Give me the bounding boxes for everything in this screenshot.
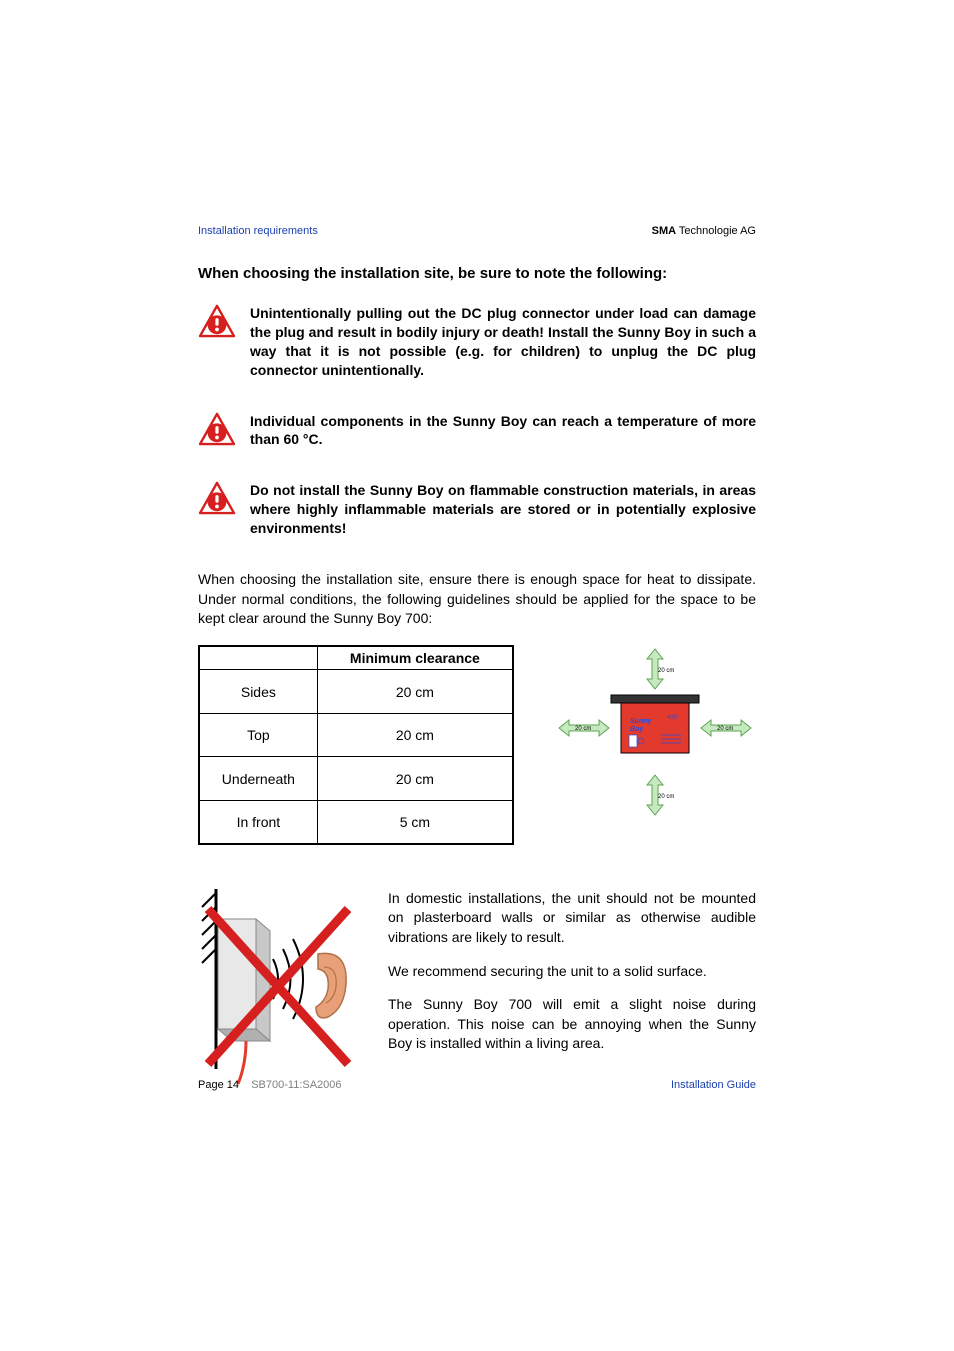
noise-paragraph: The Sunny Boy 700 will emit a slight noi… (388, 995, 756, 1054)
warning-icon (198, 481, 236, 515)
clearance-diagram: 20 cm Sunny Boy 400 20 cm (554, 645, 756, 845)
arrow-label-bottom: 20 cm (658, 794, 674, 800)
table-row: In front 5 cm (199, 800, 513, 844)
arrow-label-left: 20 cm (575, 726, 591, 732)
header-section-title: Installation requirements (198, 225, 318, 237)
doc-id: SB700-11:SA2006 (251, 1079, 341, 1091)
warning-block: Do not install the Sunny Boy on flammabl… (198, 481, 756, 538)
warning-block: Unintentionally pulling out the DC plug … (198, 304, 756, 380)
footer-right: Installation Guide (671, 1079, 756, 1091)
warning-block: Individual components in the Sunny Boy c… (198, 412, 756, 450)
noise-paragraph: We recommend securing the unit to a soli… (388, 962, 756, 982)
table-row: Top 20 cm (199, 713, 513, 757)
table-cell: 20 cm (317, 757, 513, 801)
table-header-row: Minimum clearance (199, 646, 513, 670)
company-rest: Technologie AG (676, 225, 756, 237)
table-header-cell: Minimum clearance (317, 646, 513, 670)
company-bold: SMA (652, 225, 676, 237)
intro-paragraph: When choosing the installation site, ens… (198, 570, 756, 629)
warning-icon (198, 412, 236, 446)
warning-text: Do not install the Sunny Boy on flammabl… (250, 481, 756, 538)
svg-text:Boy: Boy (630, 726, 644, 733)
svg-text:Sunny: Sunny (630, 718, 652, 725)
noise-text-block: In domestic installations, the unit shou… (388, 889, 756, 1068)
page-header: Installation requirements SMA Technologi… (198, 225, 756, 237)
table-cell: 20 cm (317, 670, 513, 714)
main-heading: When choosing the installation site, be … (198, 263, 756, 284)
table-cell: In front (199, 800, 317, 844)
page-number: Page 14 (198, 1079, 239, 1091)
table-cell: 5 cm (317, 800, 513, 844)
warning-text: Individual components in the Sunny Boy c… (250, 412, 756, 450)
header-company: SMA Technologie AG (652, 225, 756, 237)
svg-text:400: 400 (667, 715, 678, 721)
warning-icon (198, 304, 236, 338)
table-cell: Top (199, 713, 317, 757)
warning-text: Unintentionally pulling out the DC plug … (250, 304, 756, 380)
arrow-label-right: 20 cm (717, 726, 733, 732)
arrow-label-top: 20 cm (658, 668, 674, 674)
noise-paragraph: In domestic installations, the unit shou… (388, 889, 756, 948)
table-header-cell (199, 646, 317, 670)
footer-left: Page 14 SB700-11:SA2006 (198, 1079, 342, 1091)
clearance-table: Minimum clearance Sides 20 cm Top 20 cm … (198, 645, 514, 845)
table-cell: Underneath (199, 757, 317, 801)
table-cell: Sides (199, 670, 317, 714)
noise-diagram (198, 889, 358, 1094)
page-footer: Page 14 SB700-11:SA2006 Installation Gui… (198, 1079, 756, 1091)
table-row: Sides 20 cm (199, 670, 513, 714)
table-row: Underneath 20 cm (199, 757, 513, 801)
table-cell: 20 cm (317, 713, 513, 757)
